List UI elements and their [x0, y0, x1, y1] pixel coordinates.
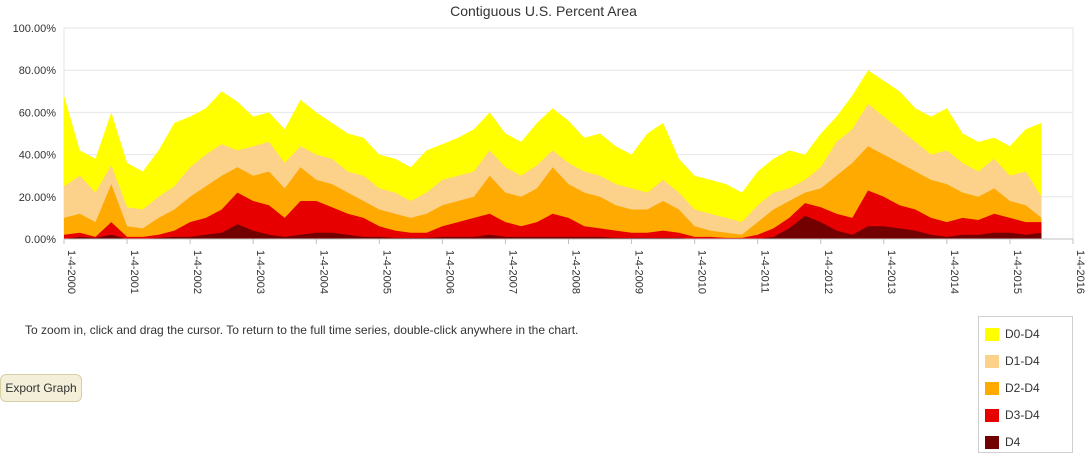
legend-label: D1-D4 [1005, 354, 1040, 368]
legend: D0-D4 D1-D4 D2-D4 D3-D4 D4 [978, 316, 1073, 453]
x-tick-label: 1-4-2010 [696, 250, 708, 294]
x-tick-label: 1-4-2002 [191, 250, 203, 294]
x-tick-label: 1-4-2015 [1011, 250, 1023, 294]
x-tick-label: 1-4-2011 [759, 250, 771, 293]
legend-swatch [985, 408, 999, 422]
legend-item-d2-d4[interactable]: D2-D4 [985, 380, 1040, 396]
x-tick-label: 1-4-2001 [128, 250, 140, 294]
y-tick-label: 20.00% [19, 192, 57, 204]
legend-label: D0-D4 [1005, 327, 1040, 341]
y-tick-label: 0.00% [25, 234, 56, 246]
x-tick-label: 1-4-2004 [317, 250, 329, 294]
legend-item-d0-d4[interactable]: D0-D4 [985, 326, 1040, 342]
legend-item-d3-d4[interactable]: D3-D4 [985, 407, 1040, 423]
x-tick-label: 1-4-2008 [570, 250, 582, 294]
legend-label: D3-D4 [1005, 408, 1040, 422]
x-tick-label: 1-4-2003 [254, 250, 266, 294]
legend-swatch [985, 327, 999, 341]
legend-swatch [985, 354, 999, 368]
chart-title: Contiguous U.S. Percent Area [450, 3, 637, 19]
legend-label: D4 [1005, 435, 1021, 449]
y-tick-label: 80.00% [19, 65, 57, 77]
y-tick-label: 40.00% [19, 150, 57, 162]
legend-swatch [985, 435, 999, 449]
legend-label: D2-D4 [1005, 381, 1040, 395]
x-tick-label: 1-4-2016 [1074, 250, 1086, 294]
chart-area[interactable]: 0.00% 20.00% 40.00% 60.00% 80.00% 100.00% 1-4-… [0, 0, 1087, 320]
x-tick-label: 1-4-2009 [633, 250, 645, 294]
legend-item-d4[interactable]: D4 [985, 434, 1020, 450]
axis-layer: 0.00% 20.00% 40.00% 60.00% 80.00% 100.00% 1-4-… [13, 23, 1086, 294]
x-tick-label: 1-4-2007 [506, 250, 518, 294]
x-tick-label: 1-4-2006 [443, 250, 455, 294]
x-tick-label: 1-4-2014 [948, 250, 960, 294]
x-tick-label: 1-4-2005 [380, 250, 392, 294]
legend-item-d1-d4[interactable]: D1-D4 [985, 353, 1040, 369]
x-tick-label: 1-4-2013 [885, 250, 897, 294]
y-tick-label: 100.00% [13, 23, 57, 35]
legend-swatch [985, 381, 999, 395]
zoom-instructions: To zoom in, click and drag the cursor. T… [25, 323, 579, 337]
series-area-d4 [64, 215, 1042, 239]
x-tick-label: 1-4-2000 [65, 250, 77, 294]
y-tick-label: 60.00% [19, 107, 57, 119]
export-graph-button[interactable]: Export Graph [0, 374, 82, 402]
series-layer [64, 70, 1042, 239]
x-tick-label: 1-4-2012 [822, 250, 834, 294]
